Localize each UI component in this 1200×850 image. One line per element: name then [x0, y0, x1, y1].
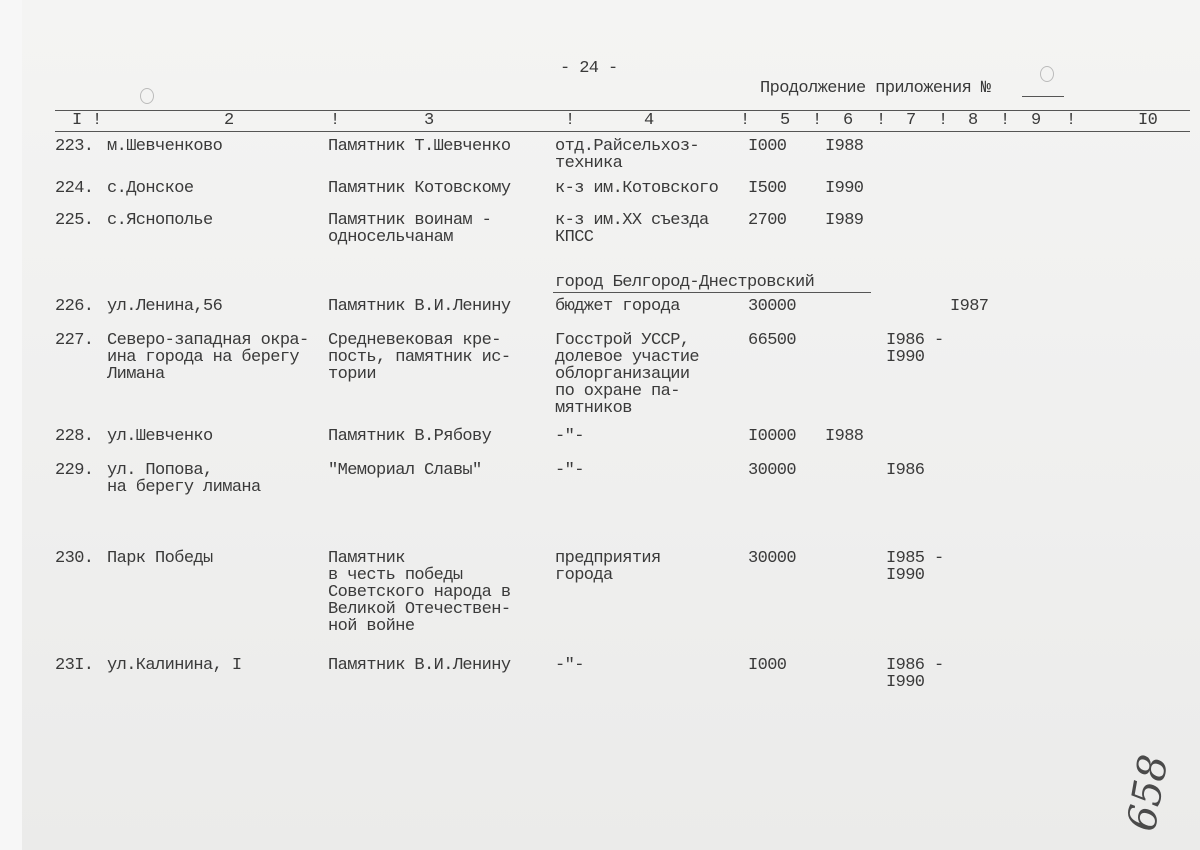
cell-c6: I989: [825, 211, 864, 230]
cell-place: м.Шевченково: [107, 137, 223, 156]
cell-c8: I987: [950, 297, 989, 316]
continuation-label: Продолжение приложения №: [760, 79, 991, 98]
page-number: - 24 -: [560, 59, 618, 78]
cell-c5: 30000: [748, 297, 797, 316]
cell-source: к-з им.Котовского: [555, 179, 719, 198]
col-separator: !: [565, 111, 575, 130]
col-header-1: I: [72, 111, 82, 130]
cell-place: Северо-западная окра- ина города на бере…: [107, 331, 309, 384]
cell-c7: I986 - I990: [886, 656, 944, 692]
col-header-7: 7: [906, 111, 916, 130]
cell-object: Памятник воинам - односельчанам: [328, 211, 492, 247]
cell-source: бюджет города: [555, 297, 680, 316]
cell-place: с.Яснополье: [107, 211, 213, 230]
cell-source: -"-: [555, 427, 584, 446]
cell-num: 228.: [55, 427, 94, 446]
col-header-8: 8: [968, 111, 978, 130]
cell-place: ул. Попова, на берегу лимана: [107, 461, 261, 497]
cell-object: Памятник В.Рябову: [328, 427, 492, 446]
cell-place: ул.Ленина,56: [107, 297, 223, 316]
header-top-rule: [55, 110, 1190, 111]
cell-object: Памятник В.И.Ленину: [328, 656, 511, 675]
cell-c5: 30000: [748, 549, 797, 568]
cell-num: 227.: [55, 331, 94, 350]
cell-c5: 2700: [748, 211, 787, 230]
punch-hole: [140, 88, 154, 104]
cell-source: -"-: [555, 461, 584, 480]
cell-object: Памятник в честь победы Советского народ…: [328, 549, 511, 636]
col-header-6: 6: [843, 111, 853, 130]
col-header-5: 5: [780, 111, 790, 130]
cell-source: Госстрой УССР, долевое участие облоргани…: [555, 331, 700, 418]
col-header-9: 9: [1031, 111, 1041, 130]
col-header-4: 4: [644, 111, 654, 130]
col-header-2: 2: [224, 111, 234, 130]
cell-c5: I000: [748, 656, 787, 675]
col-separator: !: [740, 111, 750, 130]
cell-c6: I988: [825, 137, 864, 156]
cell-object: Памятник Т.Шевченко: [328, 137, 511, 156]
punch-hole: [1040, 66, 1054, 82]
cell-c5: I000: [748, 137, 787, 156]
cell-c5: I0000: [748, 427, 797, 446]
cell-source: отд.Райсельхоз- техника: [555, 137, 700, 173]
appendix-number-blank: [1022, 96, 1064, 97]
cell-num: 225.: [55, 211, 94, 230]
cell-source: -"-: [555, 656, 584, 675]
col-separator: !: [812, 111, 822, 130]
cell-num: 224.: [55, 179, 94, 198]
cell-c7: I986: [886, 461, 925, 480]
col-header-3: 3: [424, 111, 434, 130]
cell-place: ул.Шевченко: [107, 427, 213, 446]
cell-object: Памятник Котовскому: [328, 179, 511, 198]
document-page: [22, 0, 1200, 850]
col-separator: !: [1000, 111, 1010, 130]
col-separator: !: [1066, 111, 1076, 130]
cell-place: с.Донское: [107, 179, 194, 198]
cell-num: 23I.: [55, 656, 94, 675]
cell-object: "Мемориал Славы": [328, 461, 482, 480]
cell-place: ул.Калинина, I: [107, 656, 242, 675]
cell-place: Парк Победы: [107, 549, 213, 568]
col-separator: !: [876, 111, 886, 130]
cell-num: 230.: [55, 549, 94, 568]
section-heading: город Белгород-Днестровский: [555, 273, 815, 292]
col-separator: !: [330, 111, 340, 130]
cell-source: к-з им.XX съезда КПСС: [555, 211, 709, 247]
col-separator: !: [938, 111, 948, 130]
cell-c6: I988: [825, 427, 864, 446]
cell-c6: I990: [825, 179, 864, 198]
col-header-10: I0: [1138, 111, 1158, 130]
section-heading-underline: [553, 292, 871, 293]
cell-c5: 66500: [748, 331, 797, 350]
header-bottom-rule: [55, 131, 1190, 132]
col-separator: !: [92, 111, 102, 130]
cell-c5: I500: [748, 179, 787, 198]
cell-c7: I986 - I990: [886, 331, 944, 367]
cell-object: Памятник В.И.Ленину: [328, 297, 511, 316]
cell-num: 223.: [55, 137, 94, 156]
cell-object: Средневековая кре- пость, памятник ис- т…: [328, 331, 511, 384]
page-edge: [0, 0, 23, 850]
cell-source: предприятия города: [555, 549, 661, 585]
cell-c5: 30000: [748, 461, 797, 480]
cell-num: 229.: [55, 461, 94, 480]
cell-c7: I985 - I990: [886, 549, 944, 585]
cell-num: 226.: [55, 297, 94, 316]
